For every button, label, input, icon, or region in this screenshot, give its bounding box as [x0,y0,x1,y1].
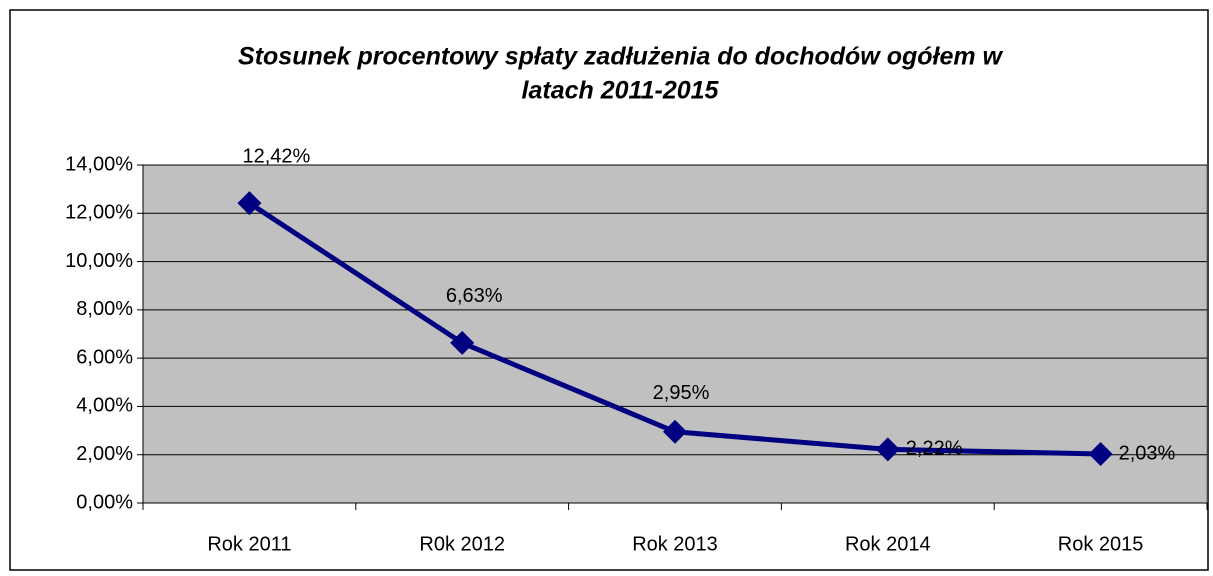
y-tick-label: 6,00% [76,346,133,368]
data-label: 2,22% [906,438,963,460]
data-label: 2,03% [1119,442,1176,464]
data-label: 12,42% [242,145,310,167]
y-tick-label: 12,00% [65,202,133,224]
plot-area [142,164,1208,504]
y-tick-label: 0,00% [76,491,133,513]
data-marker [450,330,475,355]
x-tick-label: Rok 2015 [1058,533,1144,555]
data-marker [237,191,262,216]
data-marker [663,419,687,444]
y-tick-label: 4,00% [76,395,133,417]
y-tick-label: 10,00% [65,250,133,272]
data-label: 2,95% [653,382,710,404]
x-tick-label: Rok 2013 [632,533,718,555]
x-tick-label: R0k 2012 [419,533,505,555]
chart-title: Stosunek procentowy spłaty zadłużenia do… [238,43,1004,71]
data-label: 6,63% [446,285,503,307]
x-tick-label: Rok 2014 [845,533,931,555]
y-tick-label: 14,00% [65,153,133,175]
chart-title: latach 2011-2015 [522,77,720,105]
data-marker [1088,441,1113,466]
data-marker [875,437,900,462]
y-tick-label: 2,00% [76,443,133,465]
x-tick-label: Rok 2011 [207,533,291,555]
y-tick-label: 8,00% [76,298,133,320]
